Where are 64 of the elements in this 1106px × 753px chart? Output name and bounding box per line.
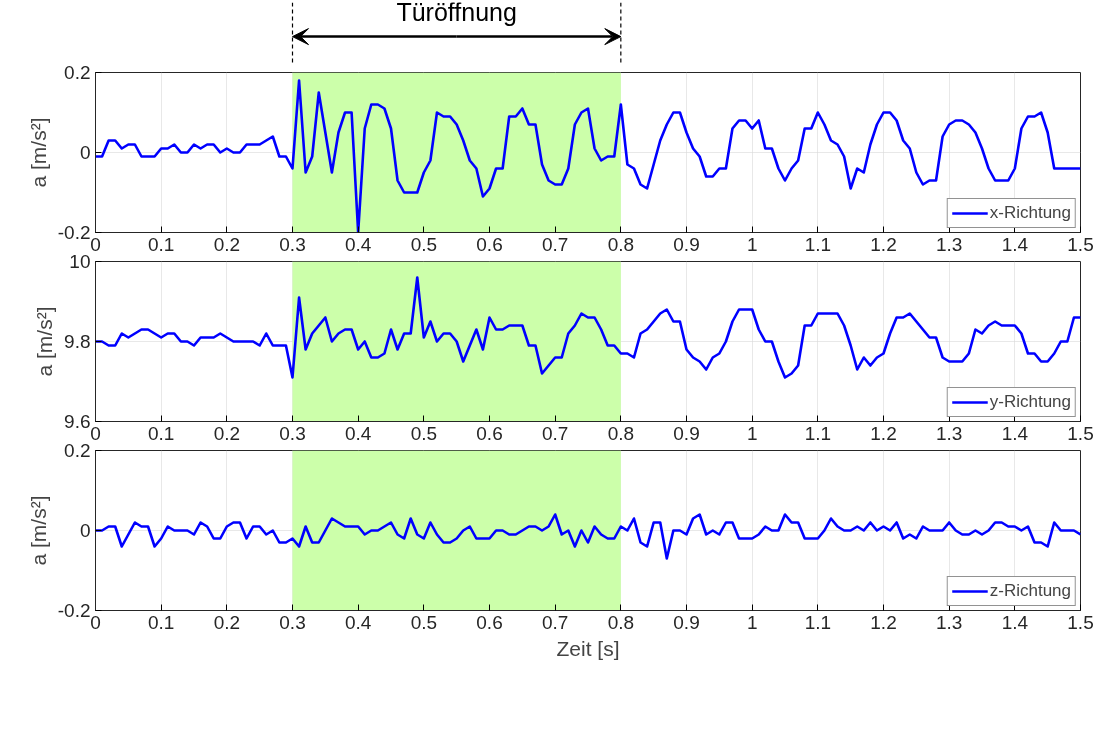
x-tick-label: 1.3 xyxy=(935,611,963,633)
x-tick-label: 0.5 xyxy=(410,611,438,633)
y-tick-label: 9.6 xyxy=(64,411,91,432)
x-tick-label: 0.5 xyxy=(410,233,438,255)
y-tick-label: 0.2 xyxy=(64,440,91,461)
x-tick-label: 0.1 xyxy=(147,233,175,255)
legend-label: y-Richtung xyxy=(989,392,1071,412)
x-tick-label: 1.5 xyxy=(1067,611,1094,633)
x-tick-label: 0.1 xyxy=(147,422,175,444)
y-axis-title: a [m/s²] xyxy=(26,495,50,566)
y-tick-label: 0 xyxy=(79,142,91,163)
line-series xyxy=(95,276,1081,379)
x-tick-label: 1.3 xyxy=(935,233,963,255)
x-tick-label: 1.1 xyxy=(804,233,832,255)
y-tick-label: 0.2 xyxy=(64,62,91,83)
x-tick-label: 1.1 xyxy=(804,611,832,633)
y-tick-label: -0.2 xyxy=(57,222,91,243)
legend-label: x-Richtung xyxy=(989,203,1071,223)
x-tick-label: 1.4 xyxy=(1001,422,1029,444)
x-tick-label: 0.2 xyxy=(213,233,241,255)
x-tick-label: 0.1 xyxy=(147,611,175,633)
x-tick-label: 0.7 xyxy=(541,611,569,633)
y-tick-label: 9.8 xyxy=(64,331,91,352)
y-tick-label: 10 xyxy=(69,251,91,272)
x-tick-label: 1.2 xyxy=(870,233,897,255)
band-label: Türöffnung xyxy=(396,0,517,27)
y-axis-title: a [m/s²] xyxy=(26,117,50,188)
x-tick-label: 0.7 xyxy=(541,233,569,255)
x-axis-title: Zeit [s] xyxy=(556,636,620,660)
x-tick-label: 0.2 xyxy=(213,422,241,444)
x-tick-label: 1.4 xyxy=(1001,611,1029,633)
x-tick-label: 1.1 xyxy=(804,422,832,444)
x-tick-label: 0.6 xyxy=(476,422,503,444)
line-series xyxy=(95,513,1081,560)
x-tick-label: 0.8 xyxy=(607,611,635,633)
x-tick-label: 1.2 xyxy=(870,611,897,633)
x-tick-label: 0.4 xyxy=(344,611,372,633)
x-tick-label: 0.3 xyxy=(279,611,306,633)
x-tick-label: 0.8 xyxy=(607,422,635,444)
x-tick-label: 1.5 xyxy=(1067,422,1094,444)
x-tick-label: 1 xyxy=(746,422,758,444)
x-tick-label: 1.5 xyxy=(1067,233,1094,255)
x-tick-label: 1 xyxy=(746,233,758,255)
x-tick-label: 0.3 xyxy=(279,233,306,255)
x-tick-label: 0.9 xyxy=(673,233,700,255)
x-tick-label: 0.9 xyxy=(673,422,700,444)
x-tick-label: 0.9 xyxy=(673,611,700,633)
x-tick-label: 1.3 xyxy=(935,422,963,444)
x-tick-label: 0.3 xyxy=(279,422,306,444)
x-tick-label: 0.8 xyxy=(607,233,635,255)
y-tick-label: 0 xyxy=(79,520,91,541)
x-tick-label: 0.6 xyxy=(476,611,503,633)
x-tick-label: 0.4 xyxy=(344,422,372,444)
x-tick-label: 1.2 xyxy=(870,422,897,444)
x-tick-label: 0.7 xyxy=(541,422,569,444)
y-axis-title: a [m/s²] xyxy=(33,306,57,377)
x-tick-label: 1 xyxy=(746,611,758,633)
x-tick-label: 1.4 xyxy=(1001,233,1029,255)
legend-label: z-Richtung xyxy=(989,581,1071,601)
x-tick-label: 0.6 xyxy=(476,233,503,255)
x-tick-label: 0.2 xyxy=(213,611,241,633)
x-tick-label: 0.4 xyxy=(344,233,372,255)
y-tick-label: -0.2 xyxy=(57,600,91,621)
x-tick-label: 0.5 xyxy=(410,422,438,444)
